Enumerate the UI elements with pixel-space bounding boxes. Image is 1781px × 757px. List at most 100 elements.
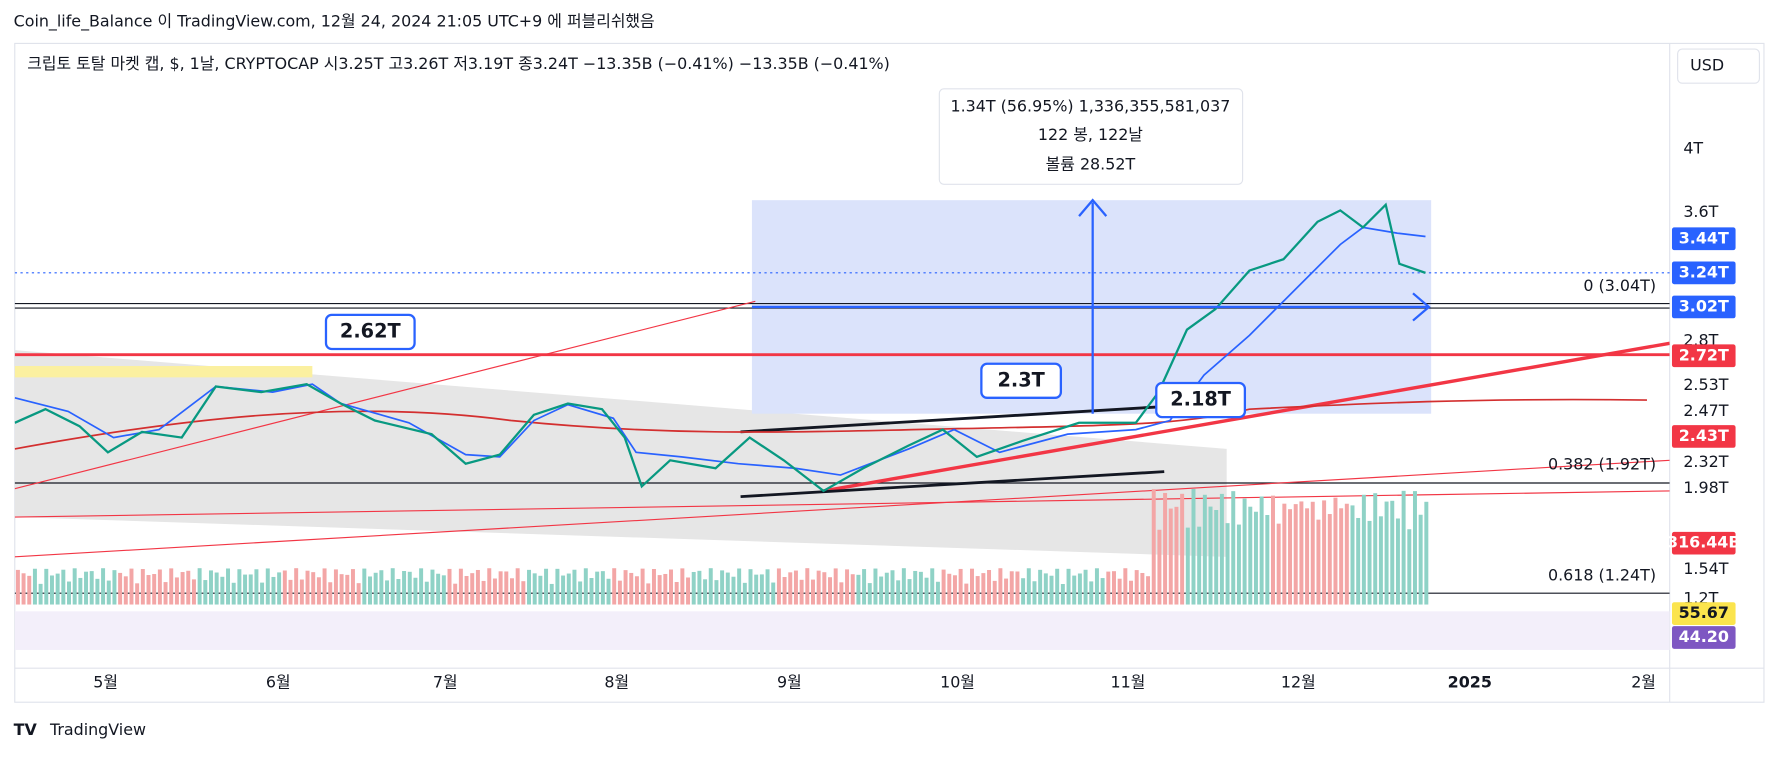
volume-bar <box>1259 496 1264 605</box>
legend: 크립토 토탈 마켓 캡, $, 1날, CRYPTOCAP 시3.25T 고3.… <box>27 53 890 72</box>
volume-bar <box>15 569 20 605</box>
volume-bar <box>475 569 480 605</box>
volume-bar <box>1350 505 1355 605</box>
currency: USD <box>1690 56 1724 75</box>
volume-bar <box>197 568 202 605</box>
volume-bar <box>413 577 418 605</box>
volume-bar <box>947 573 952 605</box>
volume-bar <box>788 572 793 605</box>
volume-bar <box>174 577 179 605</box>
price-badge-text: 2.43T <box>1679 426 1729 445</box>
volume-bar <box>1129 580 1134 605</box>
volume-bar <box>1032 581 1037 605</box>
volume-bar <box>1180 493 1185 605</box>
volume-bar <box>89 571 94 605</box>
volume-bar <box>776 568 781 605</box>
volume-bar <box>112 570 117 605</box>
volume-bar <box>55 573 60 605</box>
currency-button[interactable] <box>1677 48 1760 84</box>
volume-bar <box>1009 571 1014 605</box>
volume-bar <box>578 581 583 605</box>
volume-bar <box>1299 501 1304 605</box>
price-badge-text: 3.44T <box>1679 228 1729 247</box>
volume-bar <box>1390 500 1395 605</box>
volume-bar <box>595 571 600 605</box>
volume-bar <box>1168 508 1173 605</box>
time-axis: 5월 6월 7월 8월 9월 10월 11월 12월 2025 2월 <box>93 672 1656 691</box>
time-tick-label: 9월 <box>777 672 802 691</box>
volume-bar <box>606 578 611 605</box>
ma-short <box>14 226 1426 476</box>
volume-bar <box>703 579 708 605</box>
volume-bar <box>49 575 54 605</box>
volume-bar <box>629 572 634 605</box>
volume-bar <box>686 577 691 605</box>
price-badge-text: 2.72T <box>1679 345 1729 364</box>
volume-bar <box>498 571 503 605</box>
volume-bar <box>1083 569 1088 605</box>
volume-bar <box>265 568 270 605</box>
volume-bar <box>1157 529 1162 605</box>
volume-bar <box>1412 491 1417 605</box>
volume-bar <box>220 576 225 605</box>
volume-bar <box>589 577 594 605</box>
volume-bar <box>1373 493 1378 605</box>
volume-bar <box>657 575 662 605</box>
price-badge <box>1671 531 1736 555</box>
volume-bar <box>697 570 702 605</box>
volume-bar <box>1305 508 1310 605</box>
volume-bar <box>1004 578 1009 605</box>
volume-bar <box>1043 573 1048 605</box>
volume-bar <box>1339 508 1344 605</box>
volume-bar <box>316 577 321 605</box>
brand: TradingView <box>49 720 146 739</box>
price-badge-text: 316.44B <box>1667 533 1740 552</box>
price-badge <box>1671 626 1736 649</box>
volume-bar <box>691 571 696 605</box>
volume-bar <box>299 579 304 605</box>
volume-bar <box>1140 572 1145 605</box>
time-tick-label: 2025 <box>1448 672 1492 691</box>
volume-bar <box>674 582 679 605</box>
volume-bar <box>884 572 889 605</box>
volume-bar <box>1231 491 1236 605</box>
volume-bar <box>549 583 554 605</box>
volume-bar <box>1248 506 1253 605</box>
volume-bar <box>1049 575 1054 605</box>
volume-bar <box>1316 519 1321 605</box>
volume-bar <box>402 570 407 605</box>
price-badge <box>1671 602 1736 625</box>
time-tick-label: 12월 <box>1281 672 1316 691</box>
volume-bar <box>901 568 906 605</box>
price-badge <box>1671 295 1736 319</box>
volume-bar <box>987 570 992 605</box>
volume-bar <box>952 575 957 605</box>
volume-bar <box>1015 571 1020 605</box>
trendline <box>740 405 1159 434</box>
volume-bar <box>345 574 350 605</box>
trendline <box>14 300 756 490</box>
price-tick-label: 2.47T <box>1683 401 1728 420</box>
trendline <box>14 490 1670 518</box>
volume-bar <box>487 568 492 605</box>
volume-bar <box>805 568 810 605</box>
price <box>14 202 1426 493</box>
price-tick-label: 4T <box>1683 139 1703 158</box>
volume-bar <box>1288 509 1293 605</box>
volume-bar <box>95 578 100 605</box>
volume-bar <box>799 579 804 605</box>
price-badge-text: 44.20 <box>1679 627 1729 646</box>
volume-bar <box>1344 503 1349 605</box>
volume-bar <box>470 573 475 605</box>
measure-line: 볼륨 28.52T <box>1046 154 1136 173</box>
measure-line: 122 봉, 122날 <box>1038 125 1143 144</box>
volume-bar <box>1123 568 1128 605</box>
volume-bar <box>1293 504 1298 605</box>
volume-bar <box>169 568 174 605</box>
volume-bar <box>532 573 537 605</box>
rsi-band <box>14 611 1670 650</box>
ma-long <box>14 398 1647 450</box>
volume-bar <box>441 575 446 605</box>
price-tick-label: 1.54T <box>1683 559 1728 578</box>
price-badge <box>1671 261 1736 285</box>
